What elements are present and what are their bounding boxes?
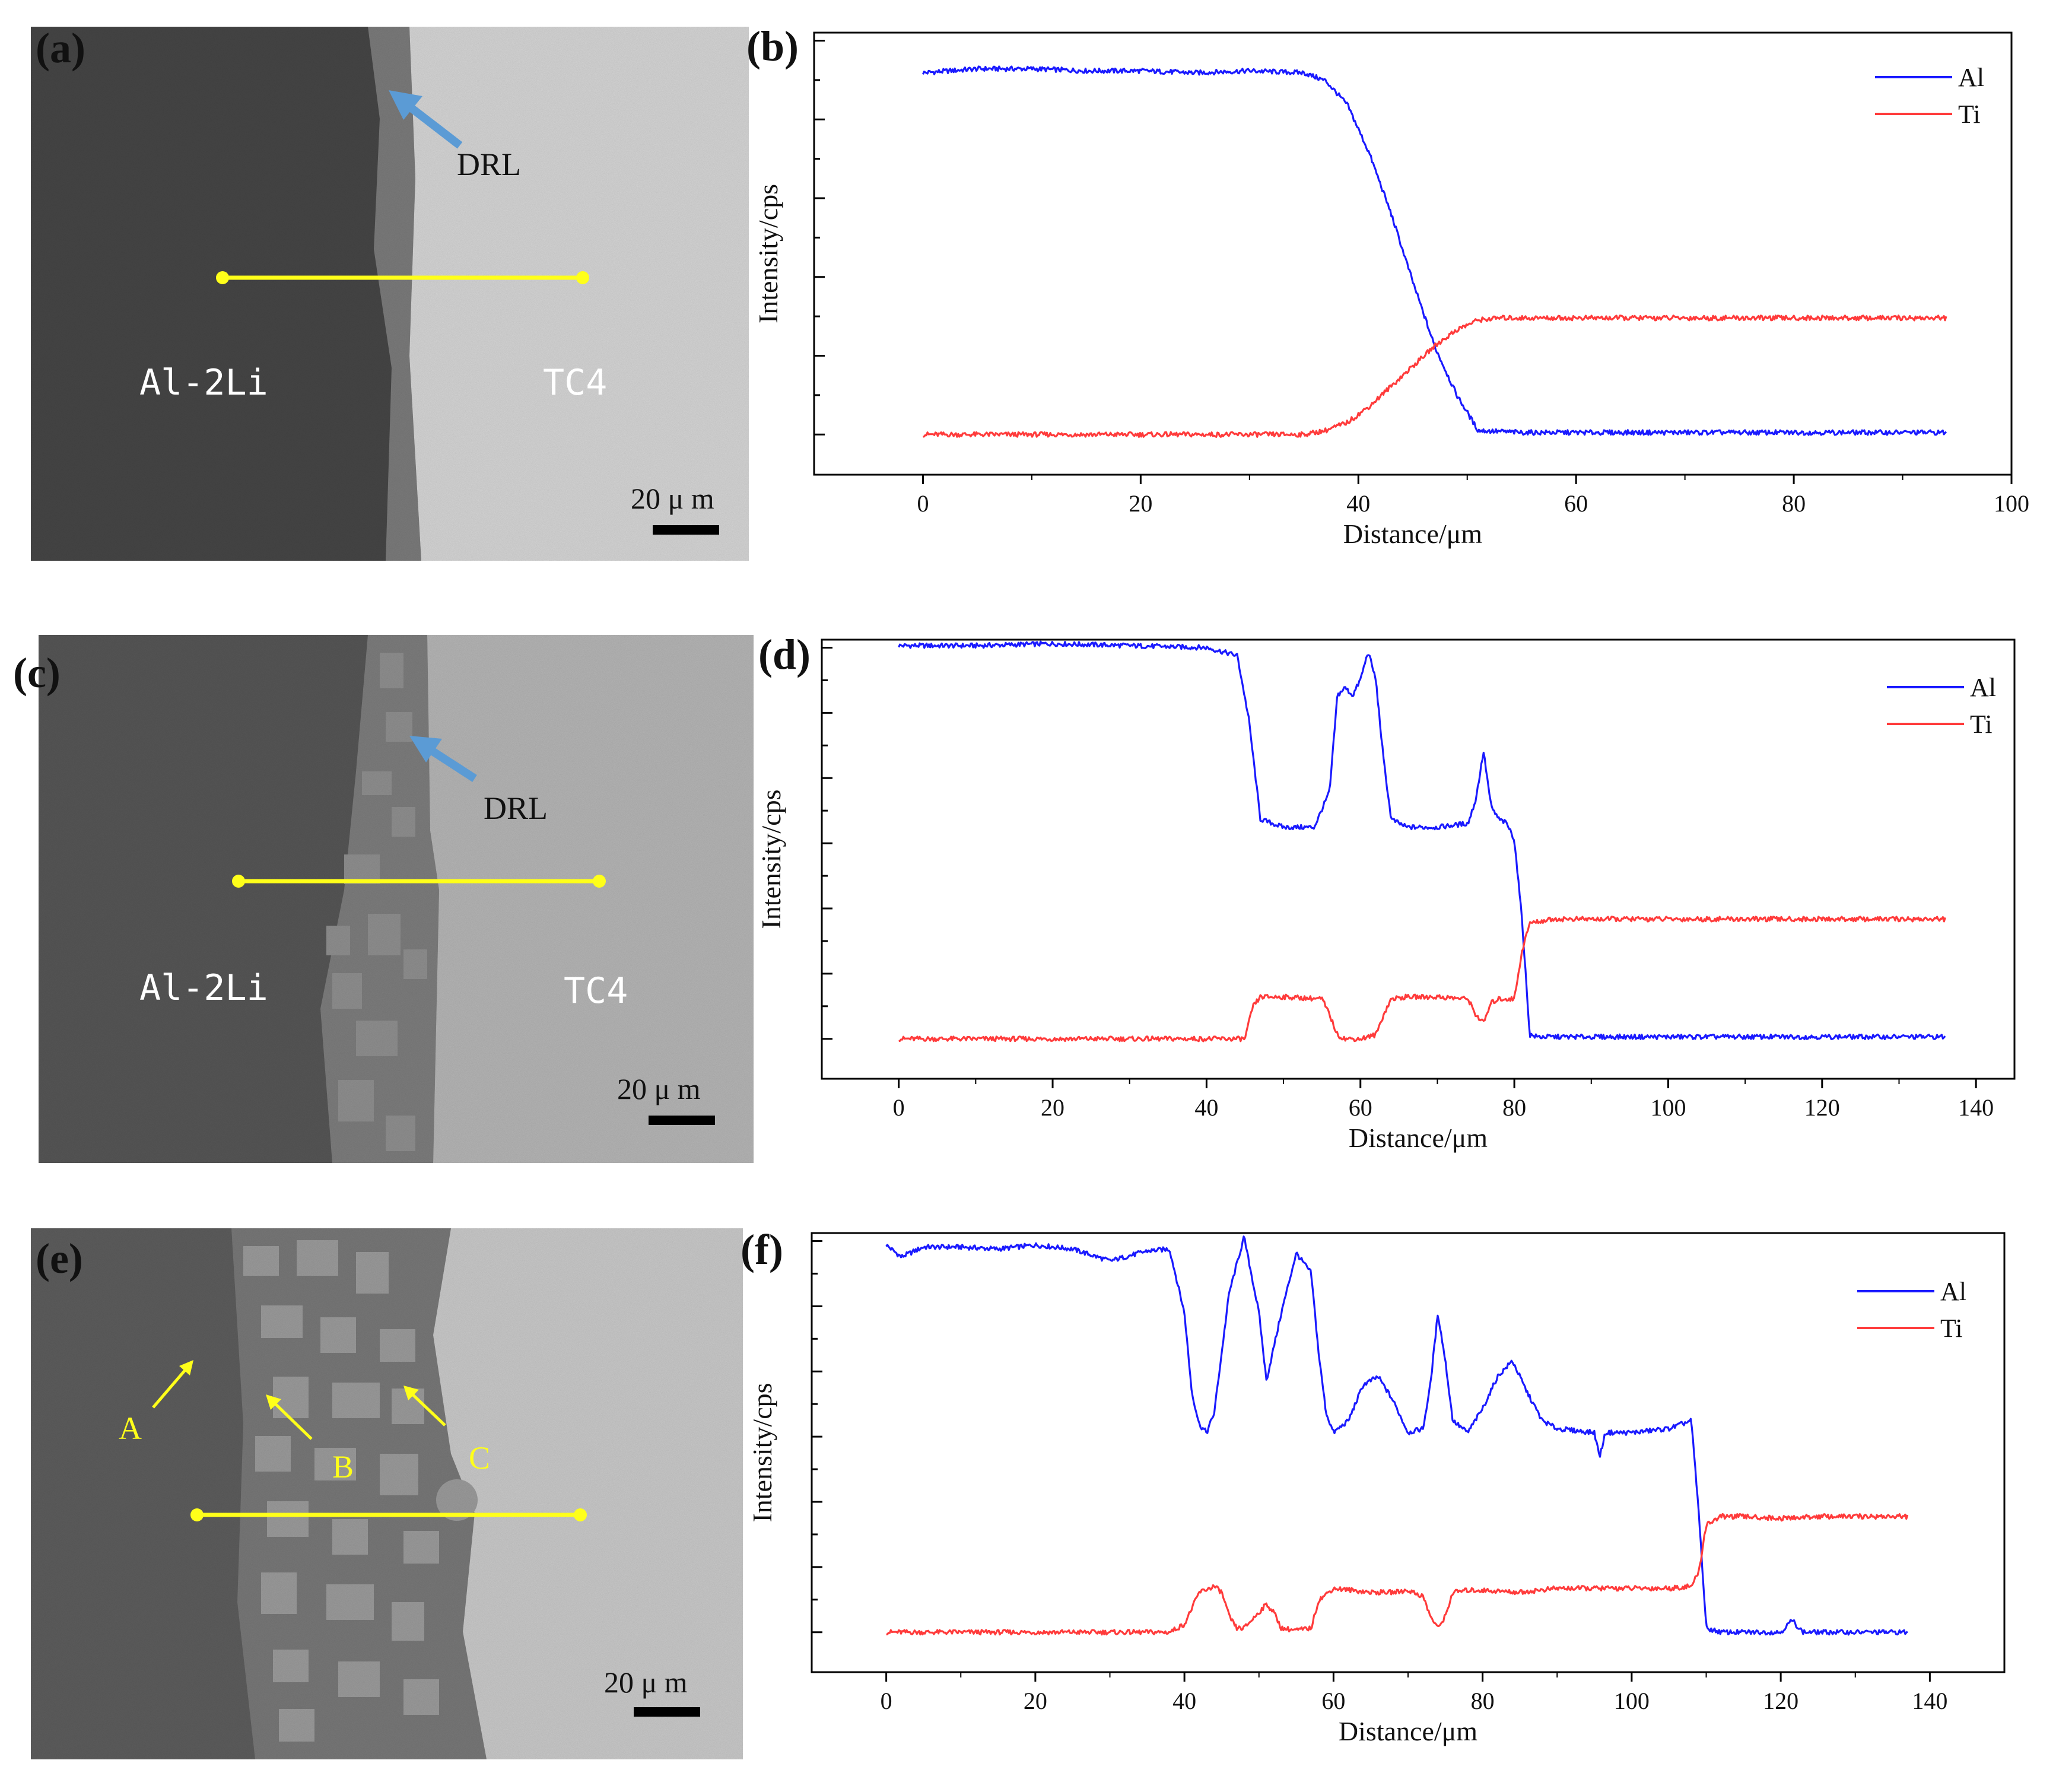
trace-start-dot [216, 271, 229, 284]
x-tick-label: 0 [893, 1094, 905, 1121]
drl-arrowhead-a [389, 90, 422, 120]
panel-label: (d) [758, 631, 811, 678]
x-tick-label: 100 [1614, 1688, 1650, 1714]
x-tick-label: 80 [1502, 1094, 1526, 1121]
micrograph-a [31, 27, 749, 561]
trace-start-dot [232, 875, 245, 888]
x-tick-label: 60 [1349, 1094, 1372, 1121]
legend-label-ti: Ti [1970, 710, 1993, 739]
series-line-al [898, 640, 1946, 1040]
series-line-ti [898, 916, 1946, 1043]
series-line-ti [923, 314, 1947, 438]
x-tick-label: 140 [1912, 1688, 1947, 1714]
x-tick-label: 140 [1958, 1094, 1994, 1121]
chart-f: 0 20 40 60 80 100 120 140 Distance/μm Intensity/c… [741, 1226, 2006, 1746]
x-tick-label: 20 [1041, 1094, 1064, 1121]
x-tick-label: 100 [1650, 1094, 1686, 1121]
plot-frame [821, 638, 2016, 1080]
y-axis-label: Intensity/cps [753, 184, 783, 323]
series-line-ti [886, 1513, 1909, 1636]
point-c-arrow [408, 1390, 446, 1426]
scale-bar-e [634, 1707, 700, 1717]
plot-frame [813, 31, 2013, 476]
point-a-arrow [152, 1365, 190, 1409]
panel-label: (f) [741, 1226, 783, 1273]
legend-label-ti: Ti [1940, 1314, 1963, 1343]
legend-label-al: Al [1958, 63, 1984, 92]
trace-end-dot [593, 875, 606, 888]
legend-label-al: Al [1940, 1277, 1966, 1306]
x-tick-label: 0 [881, 1688, 892, 1714]
panel-label: (b) [746, 23, 799, 70]
x-axis-label: Distance/μm [1349, 1123, 1488, 1153]
x-tick-label: 0 [917, 490, 929, 517]
legend-label-al: Al [1970, 673, 1996, 702]
x-tick-label: 120 [1804, 1094, 1840, 1121]
x-tick-label: 40 [1346, 490, 1370, 517]
series-line-al [922, 65, 1947, 436]
trace-end-dot [574, 1508, 587, 1521]
chart-d: 0 20 40 60 80 100 120 140 Distance/μm Intensity/c… [756, 631, 2016, 1153]
trace-end-dot [576, 271, 589, 284]
x-tick-label: 20 [1129, 490, 1152, 517]
y-axis-label: Intensity/cps [756, 789, 786, 929]
x-axis-label: Distance/μm [1343, 519, 1482, 549]
drl-arrowhead-c [409, 736, 442, 762]
legend-label-ti: Ti [1958, 100, 1981, 129]
x-tick-label: 40 [1194, 1094, 1218, 1121]
x-tick-label: 20 [1024, 1688, 1047, 1714]
x-tick-label: 40 [1172, 1688, 1196, 1714]
micrograph-c [39, 635, 754, 1163]
micrograph-e [31, 1228, 743, 1759]
x-tick-label: 80 [1471, 1688, 1495, 1714]
x-tick-label: 120 [1763, 1688, 1798, 1714]
trace-start-dot [190, 1508, 204, 1521]
x-tick-label: 100 [1994, 490, 2029, 517]
chart-b: 0 20 40 60 80 100 Distance/μm Intensity/cps (b) A… [746, 23, 2029, 549]
point-b-arrow [271, 1399, 313, 1440]
scale-bar-c [649, 1116, 715, 1125]
x-axis-label: Distance/μm [1339, 1716, 1477, 1746]
x-tick-label: 60 [1321, 1688, 1345, 1714]
y-axis-label: Intensity/cps [747, 1383, 777, 1522]
scale-bar-a [653, 525, 719, 535]
x-tick-label: 60 [1564, 490, 1588, 517]
x-tick-label: 80 [1782, 490, 1806, 517]
plot-frame [811, 1232, 2006, 1673]
series-line-al [885, 1235, 1908, 1636]
